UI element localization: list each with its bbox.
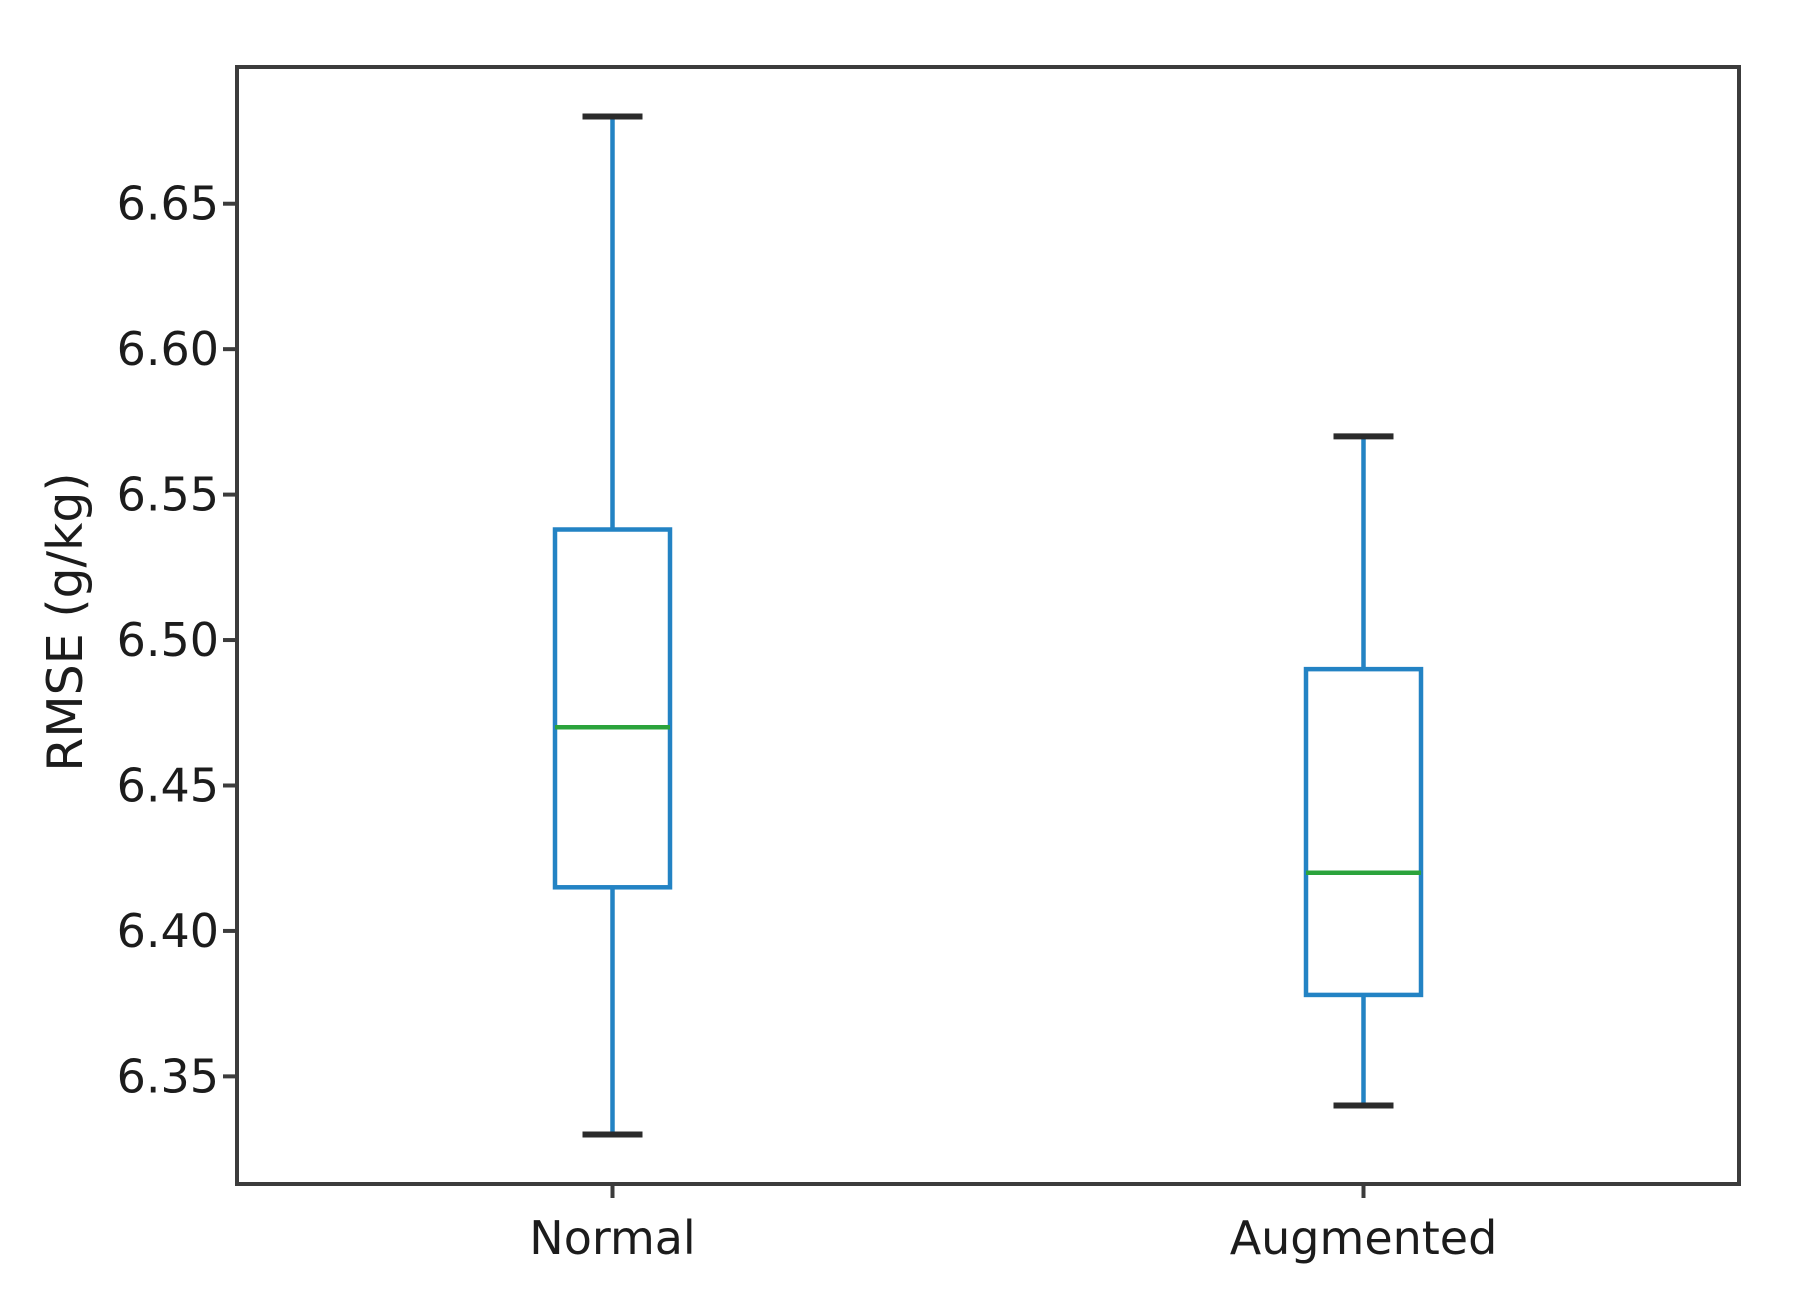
y-tick-label: 6.40: [117, 904, 219, 958]
iqr-box: [552, 527, 673, 890]
x-category-label: Normal: [529, 1211, 695, 1265]
iqr-box: [1303, 666, 1424, 998]
y-tick-label: 6.35: [117, 1049, 219, 1103]
y-tick-label: 6.60: [117, 322, 219, 376]
y-tick-label: 6.55: [117, 468, 219, 522]
plot-area-border: [235, 65, 1741, 1186]
y-tick-label: 6.50: [117, 613, 219, 667]
y-tick-label: 6.65: [117, 177, 219, 231]
y-axis-label: RMSE (g/kg): [37, 472, 94, 771]
y-tick-label: 6.45: [117, 758, 219, 812]
x-category-label: Augmented: [1230, 1211, 1498, 1265]
